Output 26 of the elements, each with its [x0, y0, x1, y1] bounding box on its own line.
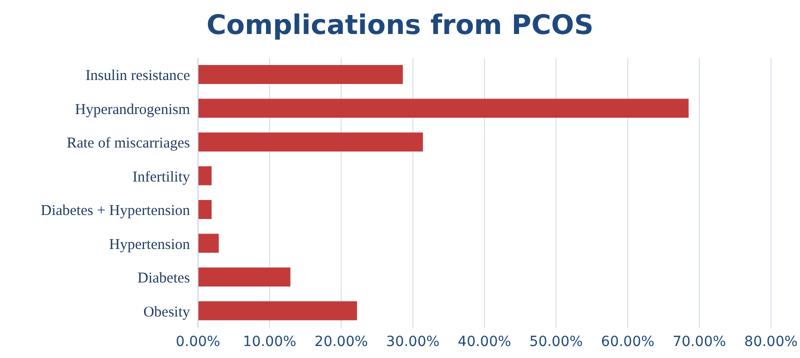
y-tick-label: Infertility [132, 169, 190, 186]
bar [198, 98, 689, 118]
y-tick-label: Insulin resistance [85, 68, 190, 84]
y-tick-label: Diabetes [138, 270, 190, 287]
x-tick-label: 40.00% [458, 334, 512, 350]
x-tick-label: 0.00% [176, 334, 220, 350]
bar [198, 268, 290, 286]
x-tick-label: 80.00% [744, 334, 798, 350]
x-tick-label: 70.00% [672, 334, 726, 350]
bar [198, 301, 358, 320]
y-tick-label: Diabetes + Hypertension [40, 203, 190, 220]
x-tick-label: 50.00% [529, 334, 583, 350]
bar [198, 200, 212, 219]
y-tick-label: Obesity [143, 304, 190, 320]
y-tick-label: Hyperandrogenism [75, 102, 190, 118]
chart-title: Complications from PCOS [205, 9, 595, 43]
x-tick-label: 60.00% [601, 334, 654, 350]
bar [198, 166, 212, 186]
y-tick-label: Rate of miscarriages [66, 136, 190, 152]
x-tick-label: 10.00% [242, 334, 296, 350]
bar [198, 234, 219, 253]
y-tick-label: Hypertension [109, 236, 190, 253]
bar [198, 65, 403, 84]
x-tick-label: 20.00% [314, 334, 368, 350]
x-tick-label: 30.00% [386, 334, 440, 350]
bar [198, 132, 423, 152]
